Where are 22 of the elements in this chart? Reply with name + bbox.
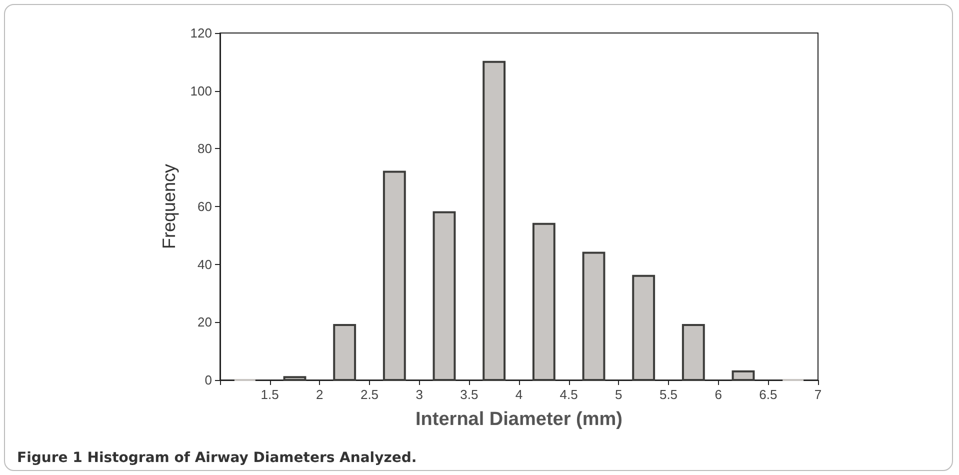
y-tick-label: 40 — [198, 256, 212, 272]
x-tick-label: 7 — [814, 387, 822, 402]
y-axis-title: Frequency — [159, 164, 179, 250]
y-tick-label: 120 — [190, 26, 212, 40]
y-tick-label: 80 — [198, 141, 212, 156]
x-tick-label: 5.5 — [659, 387, 678, 402]
x-tick-label: 3 — [416, 387, 423, 402]
x-tick-label: 1.5 — [260, 387, 279, 402]
y-tick-label: 100 — [190, 83, 212, 98]
y-tick-label: 60 — [198, 199, 212, 214]
x-axis-title: Internal Diameter (mm) — [416, 409, 622, 430]
x-tick-label: 6 — [714, 387, 722, 402]
x-tick-label: 4.5 — [560, 387, 578, 402]
x-tick-label: 2 — [316, 387, 324, 402]
x-tick-label: 6.5 — [759, 387, 778, 402]
y-tick-label: 0 — [204, 372, 212, 388]
x-tick-label: 5 — [615, 387, 622, 402]
x-tick-label: 3.5 — [460, 387, 478, 402]
y-tick-label: 20 — [198, 314, 212, 330]
x-tick-label: 4 — [515, 387, 523, 402]
x-tick-label: 2.5 — [360, 387, 379, 402]
caption: Figure 1 Histogram of Airway Diameters Analyzed. — [17, 450, 417, 466]
